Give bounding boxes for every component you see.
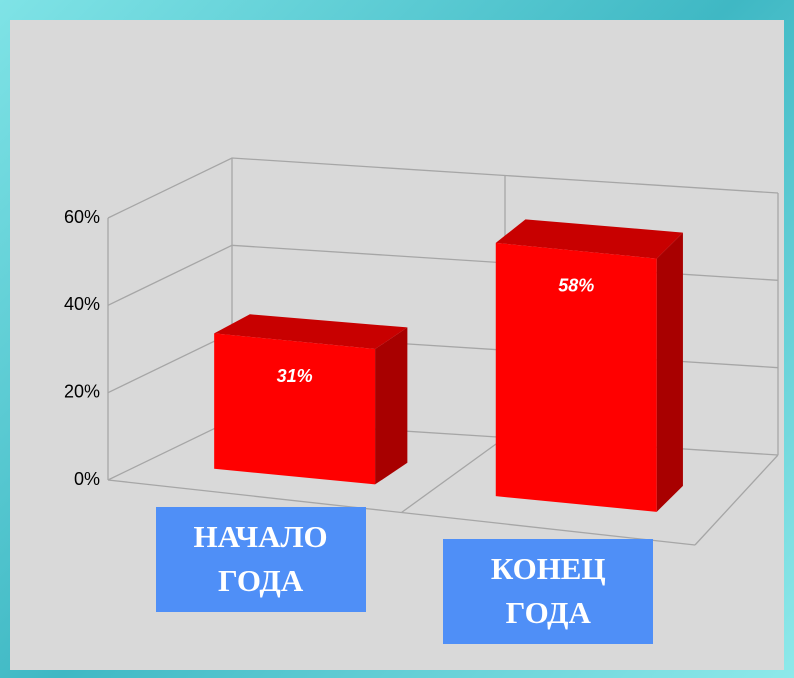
bar	[495, 219, 683, 512]
y-tick-label: 0%	[74, 469, 100, 489]
bar-front	[214, 333, 376, 485]
y-tick-label: 60%	[64, 207, 100, 227]
bar	[214, 314, 408, 485]
bar-side	[656, 232, 683, 512]
y-tick-label: 40%	[64, 294, 100, 314]
bar-top	[495, 219, 683, 259]
y-tick-label: 20%	[64, 381, 100, 401]
value-label: 58%	[558, 275, 594, 295]
category-label: НАЧАЛО ГОДА	[155, 506, 366, 612]
bar-front	[495, 242, 657, 512]
value-label: 31%	[277, 366, 313, 386]
grid-line	[107, 157, 779, 219]
frame-line	[401, 436, 506, 514]
bar-top	[214, 314, 408, 350]
category-label: КОНЕЦ ГОДА	[443, 538, 654, 644]
frame-line	[694, 454, 779, 546]
bar-side	[375, 327, 408, 485]
